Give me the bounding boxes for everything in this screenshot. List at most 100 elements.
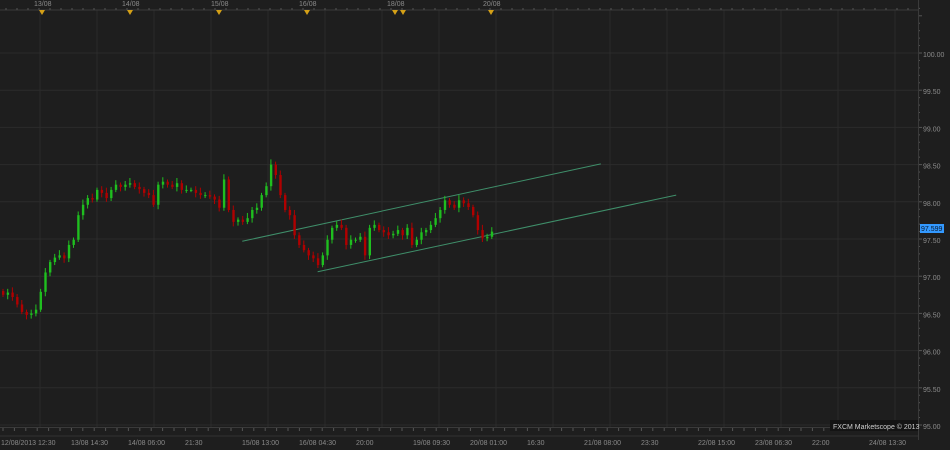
candle-body: [396, 230, 400, 234]
y-tick-label: 97.00: [923, 275, 941, 282]
candle: [453, 201, 456, 210]
candle: [486, 233, 489, 242]
candle: [25, 309, 28, 320]
candle: [166, 179, 169, 188]
candle-body: [204, 195, 207, 197]
candle: [208, 190, 212, 199]
candle: [387, 227, 390, 239]
candle: [396, 225, 400, 237]
candle: [241, 215, 245, 225]
candle: [298, 232, 301, 248]
candle-body: [114, 184, 118, 190]
candle: [406, 224, 409, 239]
channel-line[interactable]: [317, 194, 677, 273]
candle: [410, 222, 414, 248]
candle: [467, 198, 470, 210]
x-tick-label: 15/08 13:00: [242, 440, 279, 447]
marker-triangle: [392, 10, 398, 15]
candle: [462, 197, 465, 208]
candle-body: [241, 219, 245, 222]
candle: [237, 217, 240, 226]
current-price-label: 97.599: [921, 226, 943, 233]
candle-body: [429, 224, 433, 231]
candle: [175, 177, 179, 192]
candle-body: [316, 258, 320, 266]
candle-body: [293, 215, 296, 236]
candles: [2, 159, 494, 320]
candle-body: [467, 203, 470, 208]
candle-body: [326, 239, 329, 256]
x-tick-label: 12/08/2013 12:30: [1, 440, 56, 447]
candle: [194, 186, 198, 198]
candle: [147, 189, 151, 199]
candle: [382, 226, 386, 237]
candle-body: [91, 198, 94, 200]
x-tick-label: 22:00: [812, 440, 830, 447]
candle: [354, 237, 357, 243]
candle: [368, 224, 371, 260]
candle: [39, 288, 42, 312]
candle: [420, 227, 423, 245]
candle: [128, 177, 132, 188]
x-tick-label: 16:30: [527, 440, 545, 447]
candle-body: [25, 311, 28, 315]
candle-body: [378, 224, 381, 231]
candle: [199, 187, 202, 199]
candle: [185, 185, 188, 193]
top-date-label: 18/08: [387, 1, 405, 8]
y-tick-label: 96.00: [923, 350, 941, 357]
candle-body: [199, 192, 202, 196]
candle-body: [425, 230, 428, 233]
candle-body: [44, 272, 47, 292]
candle-body: [406, 227, 409, 236]
candle: [293, 209, 296, 239]
candle: [481, 224, 484, 242]
candle: [143, 186, 146, 197]
candle: [110, 186, 113, 202]
candle: [269, 159, 273, 191]
candle-body: [345, 227, 348, 245]
candle-body: [246, 218, 249, 222]
candle: [138, 182, 141, 194]
candle: [67, 240, 71, 263]
x-tick-label: 22/08 15:00: [698, 440, 735, 447]
candle-body: [20, 304, 24, 312]
candle-body: [453, 204, 456, 208]
candle: [476, 211, 480, 235]
channel-line[interactable]: [242, 163, 601, 242]
candle-body: [222, 179, 226, 208]
candle: [415, 236, 418, 248]
candle: [124, 180, 127, 191]
candle: [20, 300, 24, 315]
candle: [321, 252, 324, 268]
candle-body: [161, 181, 165, 185]
candle-body: [340, 224, 343, 228]
candle: [53, 253, 57, 266]
candle-body: [208, 195, 212, 197]
candle: [100, 186, 104, 198]
top-date-label: 20/08: [483, 1, 501, 8]
candle: [96, 187, 99, 202]
candle-body: [110, 189, 113, 199]
candle-body: [392, 233, 395, 236]
candle-body: [434, 218, 437, 225]
candle-body: [265, 186, 268, 196]
candle-body: [30, 313, 33, 315]
candle: [152, 189, 155, 208]
candle-body: [363, 236, 367, 256]
candle-body: [284, 195, 287, 210]
marker-triangle: [400, 10, 406, 15]
candle-body: [49, 262, 52, 273]
candle-body: [175, 183, 179, 187]
candle: [30, 309, 33, 319]
y-tick-label: 97.50: [923, 238, 941, 245]
candle: [331, 225, 334, 244]
candle-body: [11, 292, 14, 298]
candle: [378, 222, 381, 233]
candle: [72, 237, 75, 248]
candle: [349, 235, 353, 249]
candle-body: [124, 184, 127, 187]
candle-body: [288, 209, 292, 216]
marker-triangle: [127, 10, 133, 15]
